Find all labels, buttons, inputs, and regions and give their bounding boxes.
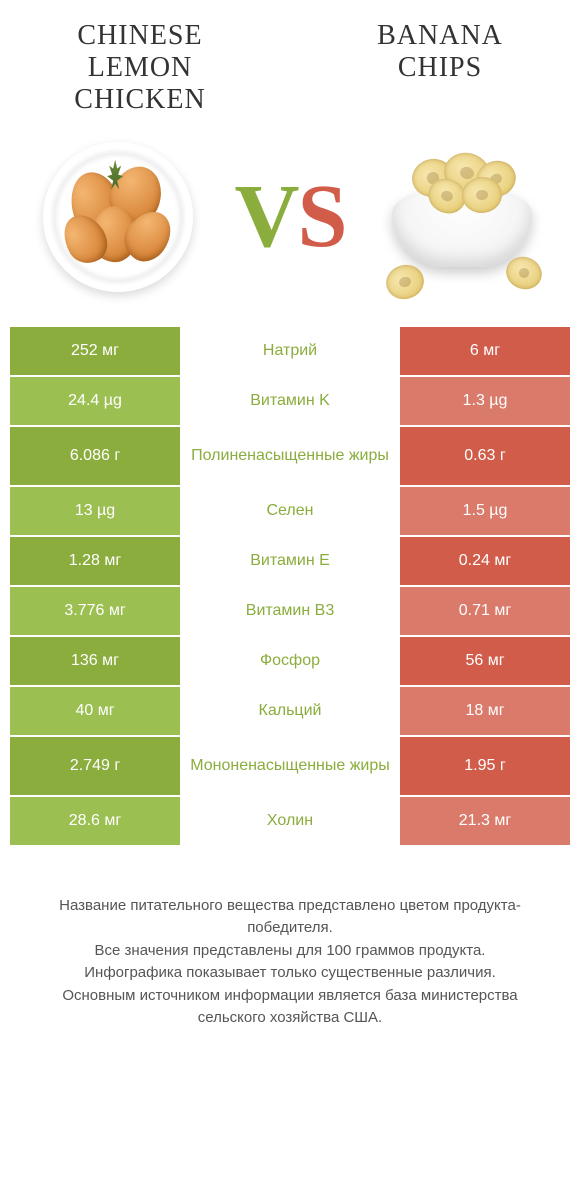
table-row: 6.086 гПолиненасыщенные жиры0.63 г [10,427,570,485]
comparison-table: 252 мгНатрий6 мг24.4 µgВитамин K1.3 µg6.… [10,327,570,845]
left-value: 24.4 µg [10,377,180,425]
left-food-title: CHINESE LEMON CHICKEN [40,20,240,117]
right-food-title: BANANA CHIPS [340,20,540,84]
footer-notes: Название питательного вещества представл… [30,895,550,1030]
left-value: 136 мг [10,637,180,685]
right-value: 1.95 г [400,737,570,795]
table-row: 252 мгНатрий6 мг [10,327,570,375]
right-value: 1.3 µg [400,377,570,425]
vs-label: VS [234,165,345,268]
header: CHINESE LEMON CHICKEN BANANA CHIPS [0,0,580,127]
table-row: 3.776 мгВитамин B30.71 мг [10,587,570,635]
right-food-image [382,137,542,297]
nutrient-name: Фосфор [180,637,400,685]
left-value: 28.6 мг [10,797,180,845]
right-value: 0.71 мг [400,587,570,635]
table-row: 1.28 мгВитамин E0.24 мг [10,537,570,585]
nutrient-name: Кальций [180,687,400,735]
table-row: 13 µgСелен1.5 µg [10,487,570,535]
table-row: 136 мгФосфор56 мг [10,637,570,685]
right-value: 56 мг [400,637,570,685]
nutrient-name: Натрий [180,327,400,375]
nutrient-name: Витамин K [180,377,400,425]
nutrient-name: Селен [180,487,400,535]
table-row: 2.749 гМононенасыщенные жиры1.95 г [10,737,570,795]
right-value: 18 мг [400,687,570,735]
table-row: 40 мгКальций18 мг [10,687,570,735]
left-value: 40 мг [10,687,180,735]
table-row: 28.6 мгХолин21.3 мг [10,797,570,845]
right-value: 1.5 µg [400,487,570,535]
right-value: 0.24 мг [400,537,570,585]
nutrient-name: Холин [180,797,400,845]
table-row: 24.4 µgВитамин K1.3 µg [10,377,570,425]
footer-line: Инфографика показывает только существенн… [30,962,550,985]
right-value: 6 мг [400,327,570,375]
nutrient-name: Витамин B3 [180,587,400,635]
left-food-image [38,137,198,297]
left-value: 3.776 мг [10,587,180,635]
footer-line: Название питательного вещества представл… [30,895,550,940]
left-value: 1.28 мг [10,537,180,585]
left-value: 13 µg [10,487,180,535]
nutrient-name: Витамин E [180,537,400,585]
nutrient-name: Полиненасыщенные жиры [180,427,400,485]
right-value: 0.63 г [400,427,570,485]
vs-row: VS [0,127,580,327]
left-value: 252 мг [10,327,180,375]
left-value: 2.749 г [10,737,180,795]
nutrient-name: Мононенасыщенные жиры [180,737,400,795]
footer-line: Основным источником информации является … [30,985,550,1030]
right-value: 21.3 мг [400,797,570,845]
footer-line: Все значения представлены для 100 граммо… [30,940,550,963]
left-value: 6.086 г [10,427,180,485]
